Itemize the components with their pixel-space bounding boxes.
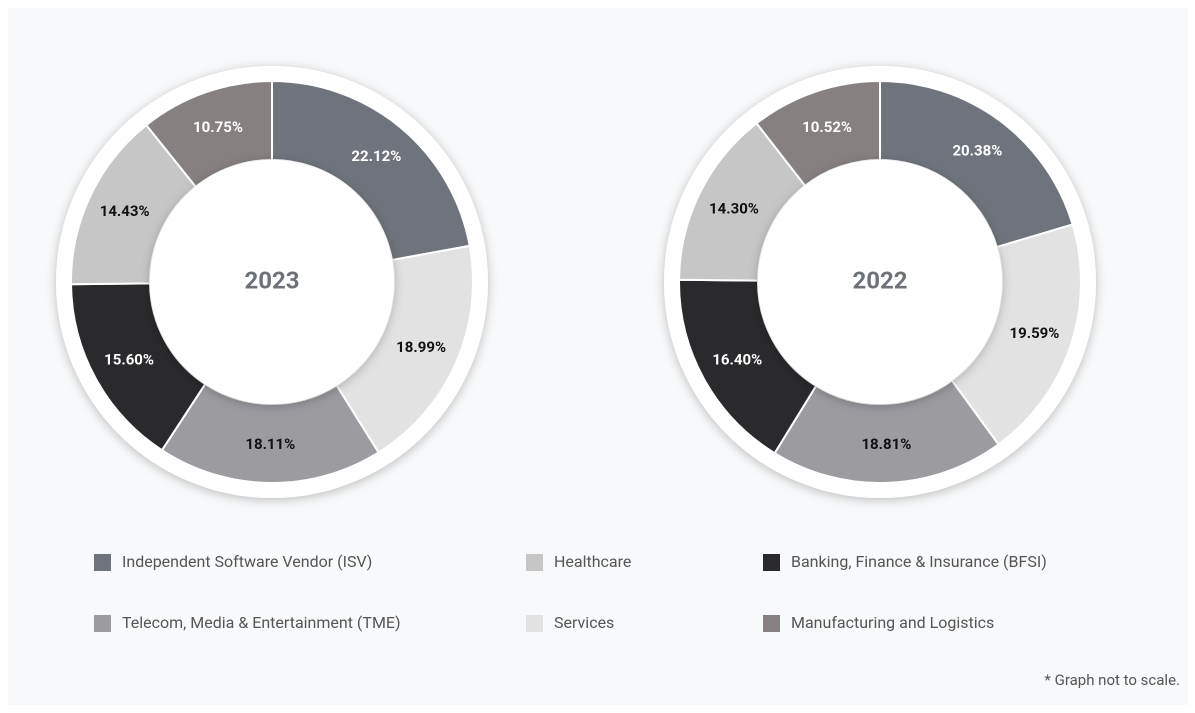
data-label: 20.38%: [952, 141, 1002, 159]
data-label: 19.59%: [1010, 324, 1060, 342]
data-label: 10.52%: [802, 118, 852, 136]
chart-title: 2022: [852, 266, 907, 294]
data-label: 16.40%: [712, 351, 762, 369]
legend-label: Healthcare: [554, 552, 631, 571]
footnote: * Graph not to scale.: [1044, 671, 1180, 689]
data-label: 14.43%: [100, 202, 150, 220]
inner-hole: [758, 160, 1002, 404]
data-label: 18.99%: [396, 338, 446, 356]
legend-label: Manufacturing and Logistics: [791, 613, 994, 632]
legend-swatch: [94, 554, 111, 571]
legend-swatch: [526, 615, 543, 632]
data-label: 15.60%: [104, 350, 154, 368]
data-label: 18.81%: [861, 435, 911, 453]
legend-label: Independent Software Vendor (ISV): [122, 552, 372, 571]
inner-hole: [150, 160, 394, 404]
legend-swatch: [94, 615, 111, 632]
data-label: 18.11%: [245, 435, 295, 453]
legend-swatch: [763, 615, 780, 632]
data-label: 14.30%: [709, 200, 759, 218]
legend-label: Telecom, Media & Entertainment (TME): [122, 613, 401, 632]
legend-label: Services: [554, 613, 614, 632]
legend-swatch: [526, 554, 543, 571]
data-label: 10.75%: [193, 118, 243, 136]
legend-label: Banking, Finance & Insurance (BFSI): [791, 552, 1047, 571]
chart-title: 2023: [244, 266, 299, 294]
data-label: 22.12%: [351, 147, 401, 165]
legend-swatch: [763, 554, 780, 571]
